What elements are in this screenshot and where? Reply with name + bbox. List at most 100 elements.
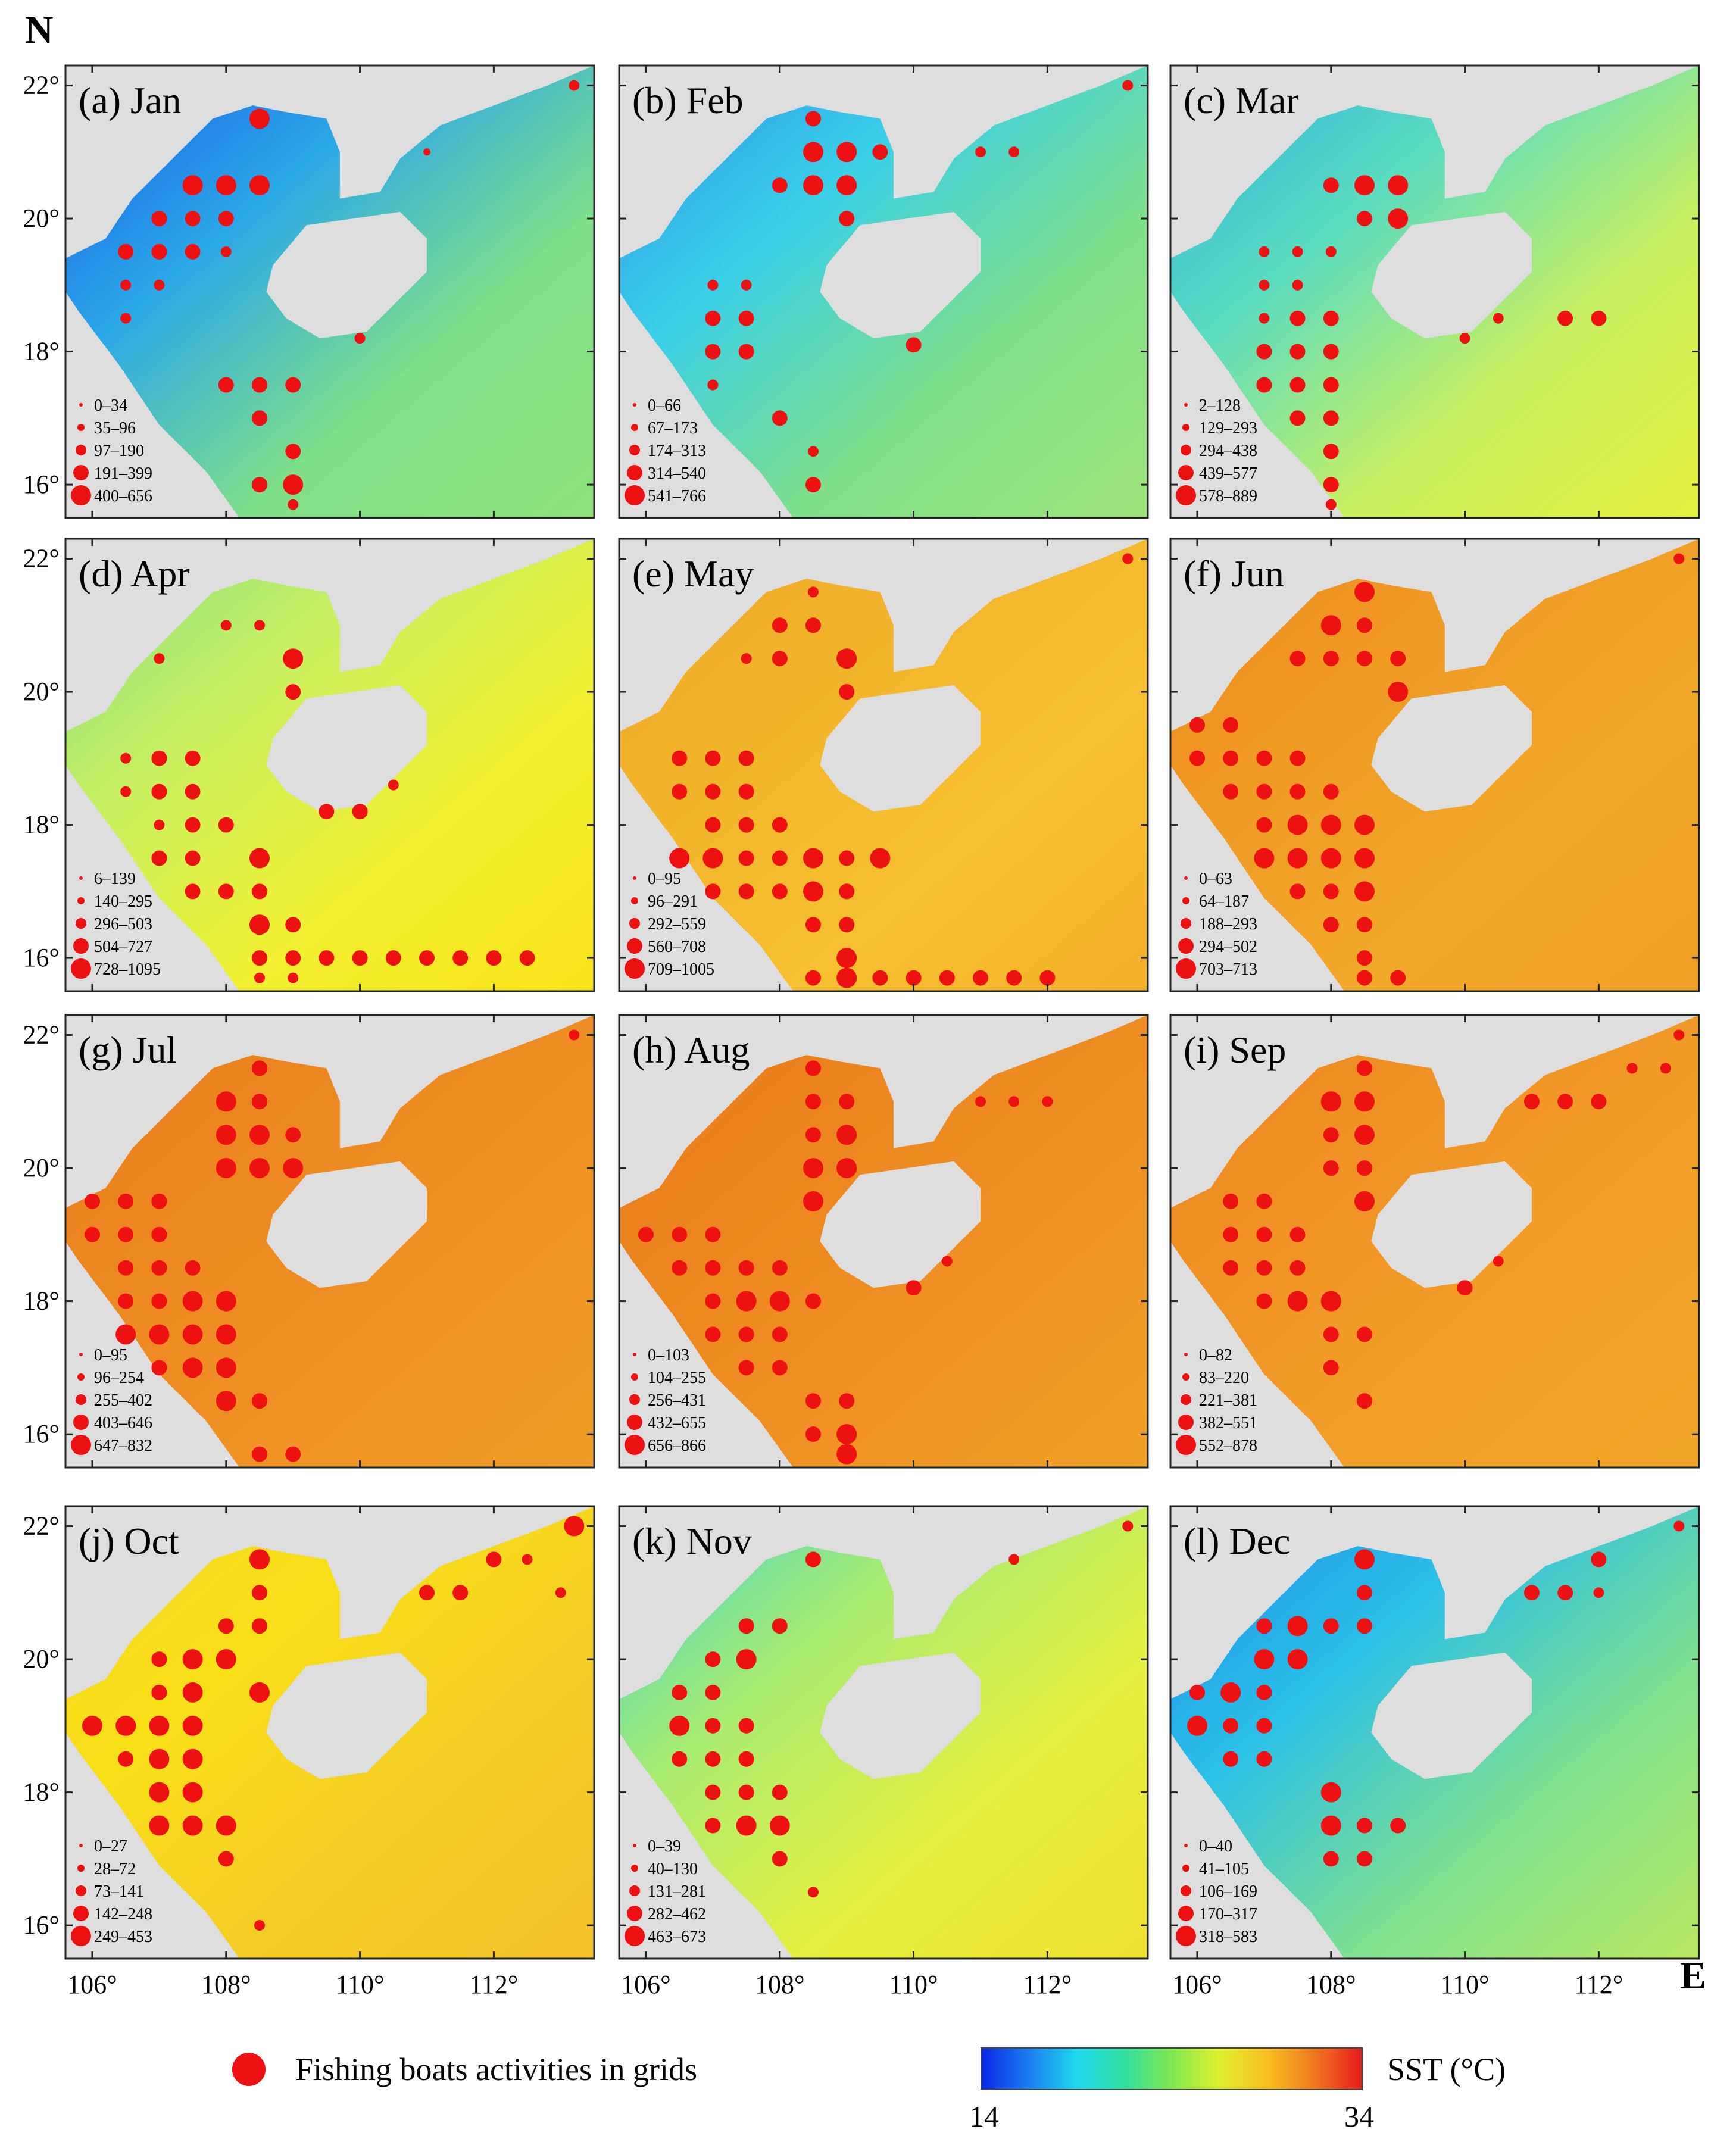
- fishing-activity-dot: [1354, 1549, 1375, 1570]
- fishing-activity-dot: [151, 243, 167, 260]
- fishing-activity-dot: [705, 817, 721, 833]
- fishing-activity-dot: [519, 950, 535, 966]
- fishing-activity-dot: [1289, 310, 1306, 326]
- fishing-activity-dot: [216, 1091, 236, 1112]
- legend-range-label: 0–103: [648, 1346, 689, 1364]
- hainan-island: [1371, 1652, 1532, 1779]
- fishing-activity-dot: [941, 1256, 953, 1267]
- fishing-activity-dot: [1320, 814, 1341, 835]
- fishing-activity-dot: [769, 1815, 790, 1836]
- fishing-activity-dot: [154, 653, 165, 664]
- fishing-activity-dot: [182, 1782, 203, 1803]
- panel-title: (l) Dec: [1184, 1520, 1290, 1562]
- fishing-activity-dot: [185, 850, 201, 866]
- legend-size-dot: [1184, 403, 1188, 407]
- legend-range-label: 541–766: [648, 487, 706, 505]
- fishing-activity-dot: [252, 1446, 267, 1462]
- map-panel: (g) Jul 0–95 96–254 255–402 403–646 647–832: [64, 1014, 595, 1469]
- panel-frame: [64, 1014, 595, 1469]
- fishing-activity-dot: [1008, 1554, 1020, 1565]
- fishing-activity-dot: [805, 1426, 821, 1442]
- mainland-north: [1170, 1506, 1699, 1700]
- fishing-activity-dot: [1187, 1715, 1207, 1736]
- fishing-activity-dot: [669, 848, 690, 869]
- fishing-activity-dot: [1388, 175, 1409, 196]
- fishing-activity-dot: [839, 1393, 855, 1409]
- fishing-activity-dot: [872, 970, 888, 986]
- legend-size-dot: [1184, 876, 1188, 880]
- legend-size-dot: [627, 938, 642, 954]
- fishing-activity-dot: [808, 586, 819, 598]
- fishing-activity-dot: [705, 344, 721, 360]
- fishing-activity-dot: [1388, 682, 1409, 702]
- fishing-activity-dot: [805, 970, 821, 986]
- legend-size-dot: [633, 403, 636, 407]
- latitude-label: 16°: [23, 470, 60, 499]
- fishing-activity-dot: [249, 848, 270, 869]
- fishing-activity-dot: [218, 211, 234, 227]
- fishing-activity-dot: [772, 1326, 788, 1342]
- fishing-activity-dot: [218, 377, 234, 393]
- dot-size-legend: 0–34 35–96 97–190 191–399 400–656: [71, 396, 152, 505]
- legend-range-label: 656–866: [648, 1437, 706, 1455]
- fishing-activity-dot: [1189, 1684, 1205, 1700]
- fishing-activity-dot: [285, 950, 301, 966]
- fishing-activity-dot: [288, 972, 299, 983]
- fishing-activity-dot: [836, 142, 857, 163]
- fishing-activity-dot: [249, 914, 270, 935]
- legend-range-label: 314–540: [648, 464, 706, 483]
- fishing-activity-dot: [1189, 717, 1205, 733]
- fishing-activity-dot: [836, 1125, 857, 1145]
- fishing-activity-dot: [939, 970, 955, 986]
- fishing-activity-dot: [669, 1715, 690, 1736]
- fishing-activity-dot: [185, 883, 201, 900]
- dot-size-legend: 2–128 129–293 294–438 439–577 578–889: [1176, 396, 1257, 505]
- fishing-activity-dot: [738, 750, 754, 766]
- fishing-activity-dot: [805, 477, 821, 493]
- fishing-activity-dot: [1323, 783, 1339, 800]
- fishing-activity-dot: [149, 1324, 170, 1345]
- fishing-activity-dot: [1008, 1096, 1020, 1107]
- map-panel: (k) Nov 0–39 40–130 131–281 282–462 463–673: [618, 1505, 1149, 1960]
- fishing-activity-dot: [1256, 1260, 1272, 1276]
- fishing-activity-dot: [1256, 1293, 1272, 1309]
- fishing-activity-dot: [836, 1158, 857, 1179]
- fishing-activity-dot: [672, 1260, 688, 1276]
- mainland-north: [619, 65, 1148, 259]
- legend-size-dot: [1184, 1844, 1188, 1847]
- legend-size-dot: [79, 403, 83, 407]
- legend-range-label: 504–727: [94, 938, 152, 956]
- fishing-activity-dot: [738, 1784, 754, 1800]
- fishing-activity-dot: [1323, 1618, 1339, 1634]
- panel-frame: [64, 538, 595, 992]
- longitude-label: 108°: [1306, 1970, 1356, 1999]
- fishing-activity-dot: [555, 1587, 566, 1598]
- fishing-activity-dot: [738, 1751, 754, 1767]
- fishing-activity-dot: [569, 1029, 580, 1041]
- fishing-activity-dot: [1287, 1291, 1308, 1312]
- longitude-label: 112°: [1023, 1970, 1072, 1999]
- fishing-activity-dot: [252, 1094, 267, 1110]
- fishing-activity-dot: [216, 1391, 236, 1412]
- dot-size-legend: 0–40 41–105 106–169 170–317 318–583: [1176, 1837, 1257, 1946]
- legend-range-label: 318–583: [1199, 1928, 1257, 1946]
- fishing-activity-dot: [319, 950, 335, 966]
- map-panel: (c) Mar 2–128 129–293 294–438 439–577 578–889: [1169, 64, 1700, 519]
- fishing-activity-dot: [1256, 1618, 1272, 1634]
- fishing-activity-dot: [1256, 1751, 1272, 1767]
- fishing-activity-dot: [1325, 246, 1337, 257]
- fishing-activity-dot: [1320, 1782, 1341, 1803]
- latitude-label: 20°: [23, 204, 60, 233]
- longitude-label: 112°: [1574, 1970, 1623, 1999]
- fishing-activity-dot: [738, 1260, 754, 1276]
- fishing-activity-dot: [1287, 1649, 1308, 1670]
- fishing-activity-dot: [1591, 310, 1607, 326]
- fishing-activity-dot: [252, 477, 267, 493]
- panel-frame: [618, 1505, 1149, 1960]
- fishing-activity-legend-dot: [232, 2053, 266, 2086]
- fishing-activity-dot: [1289, 750, 1306, 766]
- fishing-activity-dot: [705, 1751, 721, 1767]
- fishing-activity-dot: [1042, 1096, 1053, 1107]
- fishing-activity-dot: [151, 1360, 167, 1376]
- fishing-activity-dot: [1357, 651, 1372, 667]
